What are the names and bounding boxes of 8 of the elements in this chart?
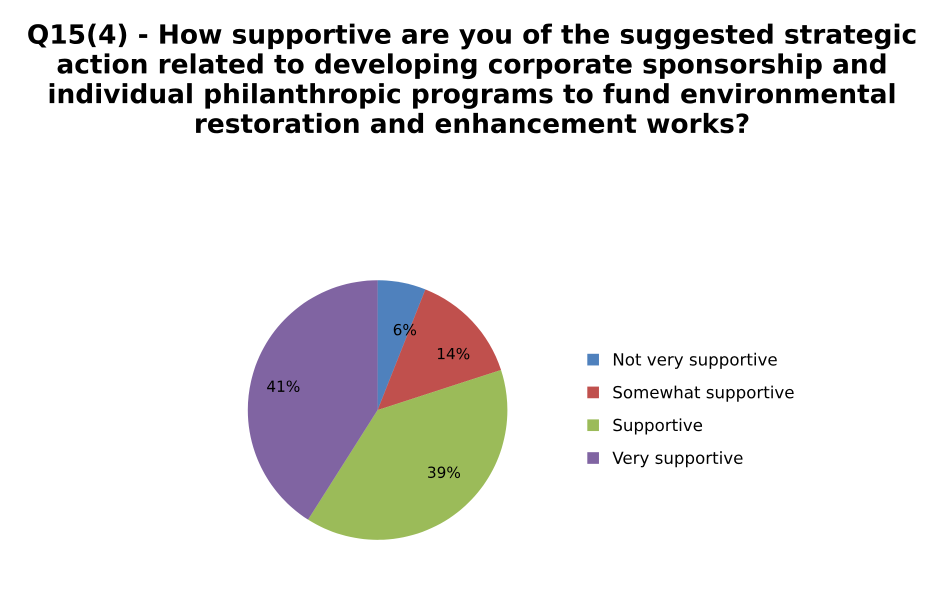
chart-title: Q15(4) - How supportive are you of the suggested strategic action related to developing corporate sponsorship and individual philanthropic programs to fund environmental restoration and enhancement works? xyxy=(28,24,916,134)
data-label: 14% xyxy=(438,348,470,360)
legend-label: Somewhat supportive xyxy=(613,386,794,402)
data-label: 41% xyxy=(267,380,300,392)
legend-label: Supportive xyxy=(613,418,702,435)
legend-label: Not very supportive xyxy=(614,352,777,369)
data-label: 39% xyxy=(428,466,460,478)
legend-label: Very supportive xyxy=(612,451,743,468)
